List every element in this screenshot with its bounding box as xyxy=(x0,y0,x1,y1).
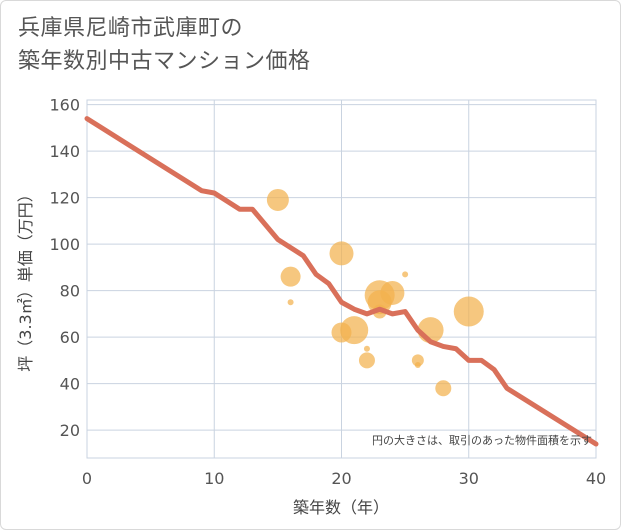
y-tick-label: 160 xyxy=(49,96,80,115)
y-tick-label: 20 xyxy=(60,421,80,440)
bubble-point xyxy=(414,362,421,369)
bubble-point xyxy=(358,352,375,369)
chart-title-line-2: 築年数別中古マンション価格 xyxy=(18,49,311,74)
x-axis-label: 築年数（年） xyxy=(293,498,389,517)
bubble-point xyxy=(266,188,289,211)
average-price-line xyxy=(84,116,599,447)
x-tick-label: 40 xyxy=(586,469,606,488)
average-line xyxy=(84,116,599,447)
bubble-point xyxy=(329,241,354,266)
y-tick-label: 120 xyxy=(49,189,80,208)
bubble-point xyxy=(280,266,301,287)
x-tick-label: 10 xyxy=(204,469,224,488)
size-note: 円の大きさは、取引のあった物件面積を示す xyxy=(372,433,592,447)
chart-title-line-1: 兵庫県尼崎市武庫町の xyxy=(18,16,244,41)
x-tick-label: 0 xyxy=(82,469,92,488)
bubble-point xyxy=(435,380,452,397)
bubble-point xyxy=(453,296,484,327)
y-tick-label: 140 xyxy=(49,142,80,161)
bubble-point xyxy=(287,299,294,306)
bubble-point xyxy=(411,354,424,367)
y-tick-label: 40 xyxy=(60,375,80,394)
bubble-point xyxy=(380,280,405,305)
bubbles xyxy=(266,188,484,397)
y-tick-label: 100 xyxy=(49,235,80,254)
y-tick-label: 80 xyxy=(60,282,80,301)
bubble-point xyxy=(402,271,409,278)
chart-title: 兵庫県尼崎市武庫町の 築年数別中古マンション価格 xyxy=(18,12,311,78)
tick-labels: 0 10 20 30 40 20 40 60 80 100 120 140 160 xyxy=(49,96,606,488)
x-tick-label: 30 xyxy=(459,469,479,488)
bubble-point xyxy=(340,316,369,345)
bubble-point xyxy=(363,345,370,352)
y-tick-label: 60 xyxy=(60,328,80,347)
x-tick-label: 20 xyxy=(331,469,351,488)
y-axis-label: 坪（3.3㎡）単価（万円） xyxy=(16,186,35,371)
